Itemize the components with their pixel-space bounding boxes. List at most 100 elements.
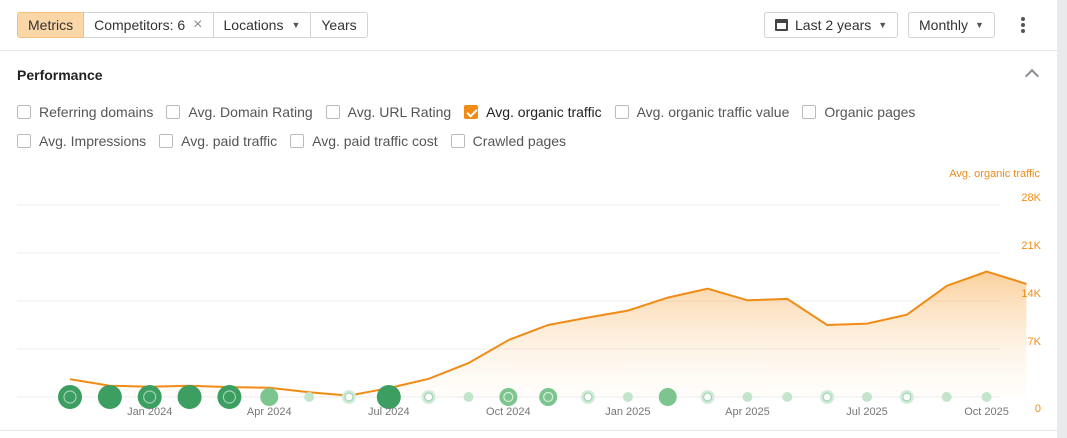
toolbar: Metrics Competitors: 6 × Locations ▼ Yea… <box>0 0 1057 51</box>
data-point[interactable] <box>665 295 670 300</box>
metric-label: Referring domains <box>39 104 154 120</box>
y-tick-label: 28K <box>1021 192 1041 204</box>
checkbox[interactable] <box>450 134 465 148</box>
event-glyph-ring <box>344 392 354 402</box>
data-point[interactable] <box>426 376 431 381</box>
metric-referring-domains[interactable]: Referring domains <box>17 104 153 120</box>
metric-avg-organic-traffic-value[interactable]: Avg. organic traffic value <box>614 104 789 120</box>
tab-years-label: Years <box>321 17 357 33</box>
data-point[interactable] <box>1024 281 1029 286</box>
checkbox[interactable] <box>17 134 31 148</box>
chevron-down-icon: ▼ <box>878 20 888 30</box>
event-marker[interactable] <box>981 392 992 402</box>
chevron-down-icon: ▼ <box>291 20 301 30</box>
tab-metrics[interactable]: Metrics <box>17 12 85 38</box>
checkbox[interactable] <box>614 105 629 119</box>
event-marker[interactable] <box>941 392 952 402</box>
event-marker[interactable] <box>622 392 633 402</box>
y-tick-label: 14K <box>1021 288 1041 300</box>
metric-label: Avg. paid traffic cost <box>312 133 438 149</box>
event-marker[interactable] <box>97 385 122 409</box>
data-point[interactable] <box>745 298 750 303</box>
metric-avg-paid-traffic[interactable]: Avg. paid traffic <box>159 133 277 149</box>
metric-avg-organic-traffic[interactable]: Avg. organic traffic <box>464 104 602 120</box>
event-marker[interactable] <box>539 388 558 406</box>
data-point[interactable] <box>546 323 551 328</box>
data-point[interactable] <box>506 338 511 343</box>
x-tick-label: Jan 2024 <box>127 406 172 418</box>
data-point[interactable] <box>944 283 949 288</box>
checkbox[interactable] <box>325 105 340 119</box>
checkbox[interactable] <box>17 105 31 119</box>
tab-competitors-label: Competitors: 6 <box>94 17 186 33</box>
data-point[interactable] <box>625 308 630 313</box>
tab-locations-label: Locations <box>223 17 284 33</box>
event-glyph-ring <box>424 392 434 402</box>
calendar-icon <box>775 19 788 31</box>
interval-dropdown[interactable]: Monthly ▼ <box>908 12 995 38</box>
x-tick-label: Jul 2025 <box>846 406 888 418</box>
checkbox[interactable] <box>802 105 817 119</box>
divider <box>0 430 1057 431</box>
event-marker[interactable] <box>463 392 474 402</box>
y-tick-label: 21K <box>1021 240 1041 252</box>
event-marker[interactable] <box>862 392 872 402</box>
metric-avg-paid-traffic-cost[interactable]: Avg. paid traffic cost <box>290 133 438 149</box>
data-point[interactable] <box>904 312 909 317</box>
tab-locations[interactable]: Locations ▼ <box>213 12 312 38</box>
metric-avg-impressions[interactable]: Avg. Impressions <box>17 133 146 149</box>
date-range-label: Last 2 years <box>795 17 872 33</box>
data-point[interactable] <box>865 321 870 326</box>
tab-years[interactable]: Years <box>311 12 368 38</box>
traffic-area <box>70 271 1027 397</box>
x-tick-label: Jan 2025 <box>605 406 650 418</box>
data-point[interactable] <box>825 323 830 328</box>
checkbox-checked[interactable] <box>464 105 479 119</box>
data-point[interactable] <box>586 315 591 320</box>
y-tick-label: 7K <box>1028 336 1042 348</box>
organic-traffic-chart[interactable]: Jan 2024 Apr 2024 Jul 2024 Oct 2024 Jan 2025… <box>0 160 1057 428</box>
metric-crawled-pages[interactable]: Crawled pages <box>450 133 566 149</box>
event-marker[interactable] <box>742 392 753 402</box>
event-marker[interactable] <box>304 392 315 402</box>
chevron-down-icon: ▼ <box>975 20 984 30</box>
event-marker[interactable] <box>58 385 82 409</box>
metric-avg-domain-rating[interactable]: Avg. Domain Rating <box>166 104 313 120</box>
event-marker[interactable] <box>217 385 242 409</box>
event-glyph-ring <box>222 390 236 404</box>
y-axis-title: Avg. organic traffic <box>949 168 1040 180</box>
chevron-up-icon[interactable] <box>1024 68 1040 84</box>
x-tick-label: Apr 2025 <box>725 406 770 418</box>
checkbox[interactable] <box>290 134 305 148</box>
interval-label: Monthly <box>919 17 969 33</box>
event-marker[interactable] <box>260 388 279 406</box>
data-point[interactable] <box>466 361 471 366</box>
event-glyph-ring <box>702 392 713 402</box>
metric-label: Avg. paid traffic <box>181 133 278 149</box>
data-point[interactable] <box>68 377 73 382</box>
event-marker[interactable] <box>376 385 401 409</box>
tab-competitors[interactable]: Competitors: 6 × <box>84 12 214 38</box>
metric-organic-pages[interactable]: Organic pages <box>802 104 915 120</box>
checkbox[interactable] <box>166 105 181 119</box>
metric-label: Avg. organic traffic <box>486 104 602 120</box>
metric-avg-url-rating[interactable]: Avg. URL Rating <box>325 104 451 120</box>
data-point[interactable] <box>705 286 710 291</box>
event-marker[interactable] <box>137 385 162 409</box>
metric-label: Avg. Domain Rating <box>188 104 313 120</box>
data-point[interactable] <box>984 269 989 274</box>
event-marker[interactable] <box>782 392 793 402</box>
event-marker[interactable] <box>658 388 677 406</box>
scrollbar[interactable] <box>1057 0 1067 438</box>
close-icon[interactable]: × <box>193 16 203 33</box>
event-glyph-ring <box>503 391 514 403</box>
event-marker[interactable] <box>177 385 202 409</box>
data-point[interactable] <box>785 296 790 301</box>
more-options-icon[interactable] <box>1018 15 1028 35</box>
x-tick-label: Jul 2024 <box>368 406 410 418</box>
event-glyph-ring <box>583 392 593 402</box>
event-marker[interactable] <box>499 388 518 406</box>
date-range-dropdown[interactable]: Last 2 years ▼ <box>764 12 899 38</box>
checkbox[interactable] <box>159 134 174 148</box>
x-tick-label: Oct 2025 <box>964 406 1009 418</box>
